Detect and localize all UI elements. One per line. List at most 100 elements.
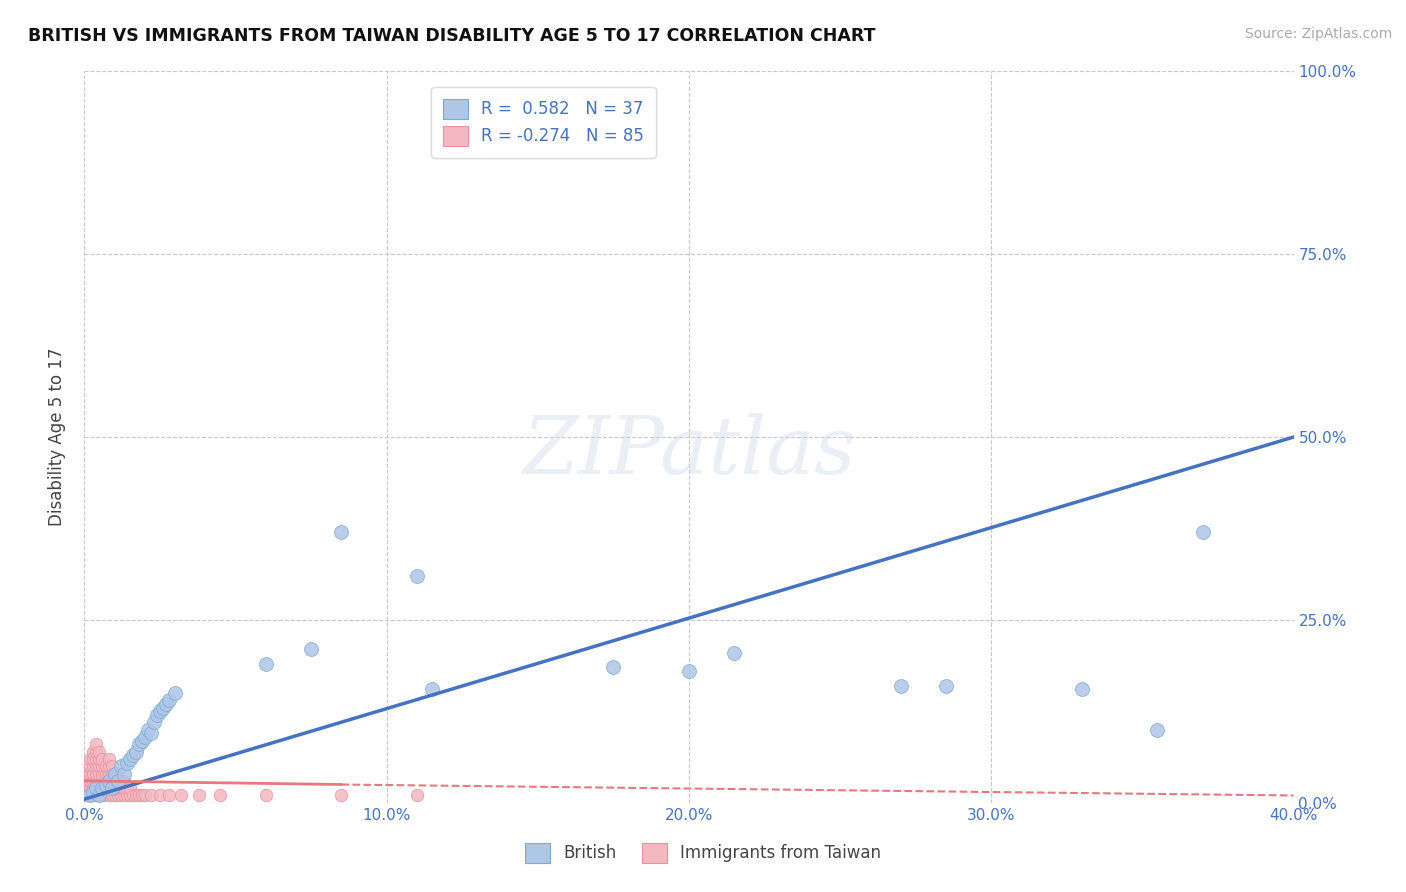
Point [254,657,277,671]
Point [115,789,138,803]
Point [112,773,135,788]
Point [76,789,98,803]
Point [89,752,111,766]
Point [100,773,122,788]
Point [79,759,101,773]
Point [91,773,114,788]
Point [134,789,156,803]
Point [125,789,148,803]
Point [254,789,277,803]
Point [89,759,111,773]
Point [149,705,172,719]
Point [110,781,132,796]
Point [82,785,104,799]
Point [107,773,129,788]
Point [121,789,143,803]
Point [100,781,122,796]
Point [97,752,120,766]
Point [1146,723,1168,737]
Point [146,708,169,723]
Point [97,781,120,796]
Point [79,773,101,788]
Point [97,789,120,803]
Point [82,766,104,780]
Point [112,766,135,780]
Point [1071,682,1094,697]
Text: Source: ZipAtlas.com: Source: ZipAtlas.com [1244,27,1392,41]
Point [142,715,165,730]
Point [157,789,180,803]
Point [94,759,117,773]
Point [134,730,156,744]
Point [890,679,912,693]
Point [86,773,108,788]
Point [89,773,111,788]
Point [86,781,108,796]
Point [118,781,141,796]
Point [79,752,101,766]
Point [97,773,120,788]
Point [131,733,153,747]
Point [100,766,122,780]
Point [107,773,129,788]
Point [136,723,159,737]
Point [82,781,104,796]
Point [104,766,127,780]
Point [79,781,101,796]
Point [406,789,429,803]
Point [76,781,98,796]
Point [79,789,101,803]
Point [131,789,153,803]
Point [128,737,150,751]
Point [420,682,443,697]
Point [121,748,143,763]
Point [107,789,129,803]
Point [86,745,108,759]
Point [91,789,114,803]
Point [139,789,162,803]
Point [330,789,353,803]
Point [91,781,114,796]
Point [104,789,127,803]
Point [118,789,141,803]
Point [86,759,108,773]
Point [110,759,132,773]
Point [112,789,135,803]
Point [1192,525,1215,540]
Point [94,777,117,792]
Point [165,686,187,700]
Point [89,745,111,759]
Point [91,781,114,796]
Point [170,789,193,803]
Legend: British, Immigrants from Taiwan: British, Immigrants from Taiwan [513,831,893,875]
Point [149,789,172,803]
Point [678,664,700,678]
Point [104,773,127,788]
Point [76,773,98,788]
Point [82,745,104,759]
Point [97,759,120,773]
Point [86,781,108,796]
Point [79,766,101,780]
Point [82,752,104,766]
Point [94,766,117,780]
Legend: R =  0.582   N = 37, R = -0.274   N = 85: R = 0.582 N = 37, R = -0.274 N = 85 [432,87,655,158]
Point [86,789,108,803]
Point [100,789,122,803]
Point [602,660,624,674]
Point [94,773,117,788]
Point [110,773,132,788]
Point [94,789,117,803]
Point [86,766,108,780]
Point [330,525,353,540]
Point [128,789,150,803]
Point [104,781,127,796]
Point [188,789,211,803]
Point [935,679,957,693]
Point [115,756,138,770]
Point [91,752,114,766]
Point [89,789,111,803]
Point [104,766,127,780]
Point [118,752,141,766]
Point [112,781,135,796]
